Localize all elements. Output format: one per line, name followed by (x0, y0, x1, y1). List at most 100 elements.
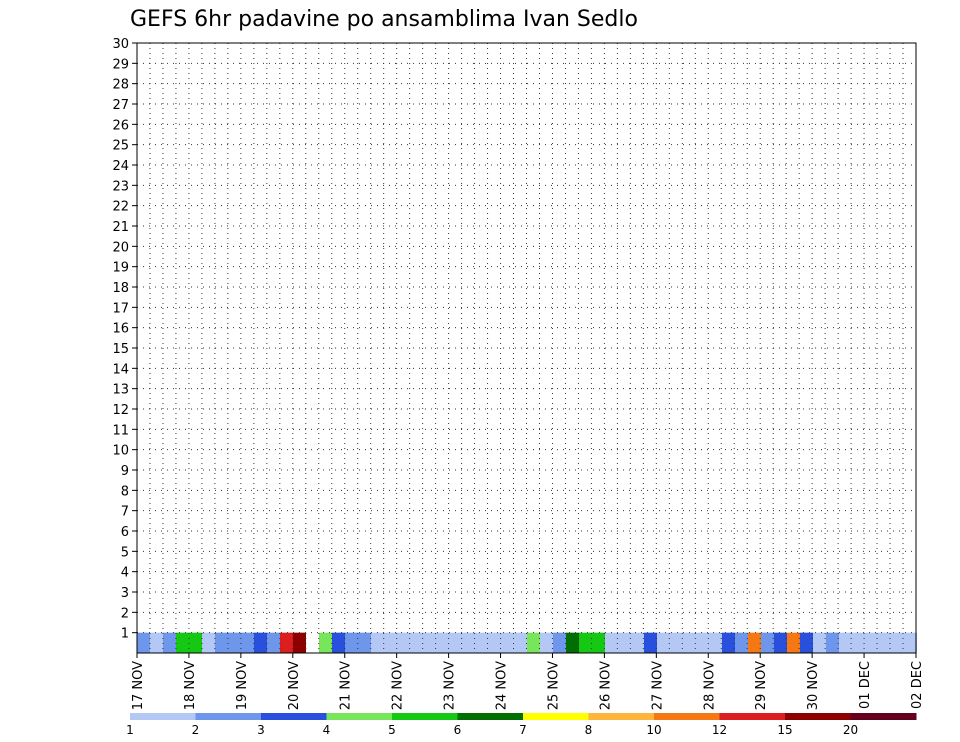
cell-m1-t50 (787, 632, 800, 653)
colorbar-label-10: 10 (646, 723, 661, 737)
y-tick-label-24: 24 (112, 159, 129, 174)
x-tick-label-15: 02 DEC (910, 661, 925, 709)
x-tick-label-14: 01 DEC (858, 661, 873, 709)
colorbar-swatch-3 (261, 713, 327, 720)
cell-m1-t0 (137, 632, 150, 653)
y-tick-label-10: 10 (112, 444, 129, 459)
y-tick-label-1: 1 (121, 627, 129, 642)
cell-m1-t25 (462, 632, 475, 653)
cell-m1-t3 (176, 632, 189, 653)
cell-m1-t1 (150, 632, 163, 653)
x-tick-label-11: 28 NOV (702, 661, 717, 710)
cell-m1-t14 (319, 632, 332, 653)
y-tick-label-5: 5 (121, 545, 129, 560)
x-tick-label-6: 23 NOV (443, 661, 458, 710)
colorbar: 1 2 3 4 5 6 7 8 10 12 15 20 (126, 713, 917, 737)
cell-m1-t15 (332, 632, 345, 653)
colorbar-swatch-1 (130, 713, 196, 720)
y-tick-label-30: 30 (112, 37, 129, 52)
x-tick-label-4: 21 NOV (339, 661, 354, 710)
cell-m1-t51 (800, 632, 813, 653)
cell-m1-t42 (683, 632, 696, 653)
cell-m1-t29 (514, 632, 527, 653)
cell-m1-t53 (826, 632, 839, 653)
cell-m1-t5 (202, 632, 215, 653)
x-tick-label-1: 18 NOV (183, 661, 198, 710)
colorbar-label-3: 3 (257, 723, 265, 737)
cell-m1-t43 (696, 632, 709, 653)
x-tick-label-2: 19 NOV (235, 661, 250, 710)
colorbar-label-6: 6 (454, 723, 462, 737)
y-axis: 1234567891011121314151617181920212223242… (112, 37, 137, 642)
x-tick-label-10: 27 NOV (650, 661, 665, 710)
cell-m1-t49 (774, 632, 787, 653)
y-tick-label-3: 3 (121, 586, 129, 601)
cell-m1-t11 (280, 632, 293, 653)
colorbar-swatch-2 (195, 713, 262, 720)
cell-m1-t37 (618, 632, 631, 653)
x-tick-label-13: 30 NOV (806, 661, 821, 710)
x-tick-label-0: 17 NOV (131, 661, 146, 710)
y-tick-label-28: 28 (112, 78, 129, 93)
y-tick-label-26: 26 (112, 118, 129, 133)
y-tick-label-9: 9 (121, 464, 129, 479)
cell-m1-t22 (423, 632, 436, 653)
chart-title: GEFS 6hr padavine po ansamblima Ivan Sed… (130, 7, 638, 32)
y-tick-label-14: 14 (112, 362, 129, 377)
cell-m1-t58 (891, 632, 904, 653)
cell-m1-t40 (657, 632, 670, 653)
y-tick-label-6: 6 (121, 525, 129, 540)
cell-m1-t9 (254, 632, 267, 653)
colorbar-swatch-6 (457, 713, 524, 720)
cell-m1-t18 (371, 632, 384, 653)
colorbar-label-2: 2 (192, 723, 200, 737)
cell-m1-t7 (228, 632, 241, 653)
x-tick-label-5: 22 NOV (391, 661, 406, 710)
cell-m1-t35 (592, 632, 605, 653)
colorbar-label-20: 20 (843, 723, 858, 737)
y-tick-label-17: 17 (112, 301, 129, 316)
cell-m1-t28 (501, 632, 514, 653)
cell-m1-t44 (709, 632, 722, 653)
cell-m1-t59 (904, 632, 917, 653)
cell-m1-t47 (748, 632, 761, 653)
cell-m1-t45 (722, 632, 735, 653)
cell-m1-t10 (267, 632, 280, 653)
cell-m1-t8 (241, 632, 254, 653)
colorbar-swatch-8 (588, 713, 655, 720)
cell-m1-t56 (865, 632, 878, 653)
colorbar-label-5: 5 (388, 723, 396, 737)
cell-m1-t20 (397, 632, 410, 653)
cell-m1-t38 (631, 632, 644, 653)
cell-m1-t33 (566, 632, 579, 653)
y-tick-label-4: 4 (121, 566, 129, 581)
y-tick-label-20: 20 (112, 240, 129, 255)
cell-m1-t26 (475, 632, 488, 653)
y-tick-label-11: 11 (112, 423, 129, 438)
heatmap-cells (137, 632, 917, 653)
cell-m1-t41 (670, 632, 683, 653)
cell-m1-t30 (527, 632, 540, 653)
colorbar-swatch-4 (326, 713, 393, 720)
y-tick-label-27: 27 (112, 98, 129, 113)
y-tick-label-8: 8 (121, 484, 129, 499)
y-tick-label-22: 22 (112, 200, 129, 215)
x-tick-label-8: 25 NOV (546, 661, 561, 710)
x-tick-label-3: 20 NOV (287, 661, 302, 710)
colorbar-swatch-10 (719, 713, 786, 720)
cell-m1-t31 (540, 632, 553, 653)
x-tick-label-7: 24 NOV (495, 661, 510, 710)
y-tick-label-7: 7 (121, 505, 129, 520)
colorbar-swatch-11 (785, 713, 851, 720)
cell-m1-t6 (215, 632, 228, 653)
grid-lines (137, 43, 916, 653)
cell-m1-t55 (852, 632, 865, 653)
cell-m1-t48 (761, 632, 774, 653)
colorbar-label-1: 1 (126, 723, 134, 737)
cell-m1-t32 (553, 632, 566, 653)
cell-m1-t23 (436, 632, 449, 653)
cell-m1-t54 (839, 632, 852, 653)
colorbar-swatch-9 (654, 713, 720, 720)
y-tick-label-23: 23 (112, 179, 129, 194)
